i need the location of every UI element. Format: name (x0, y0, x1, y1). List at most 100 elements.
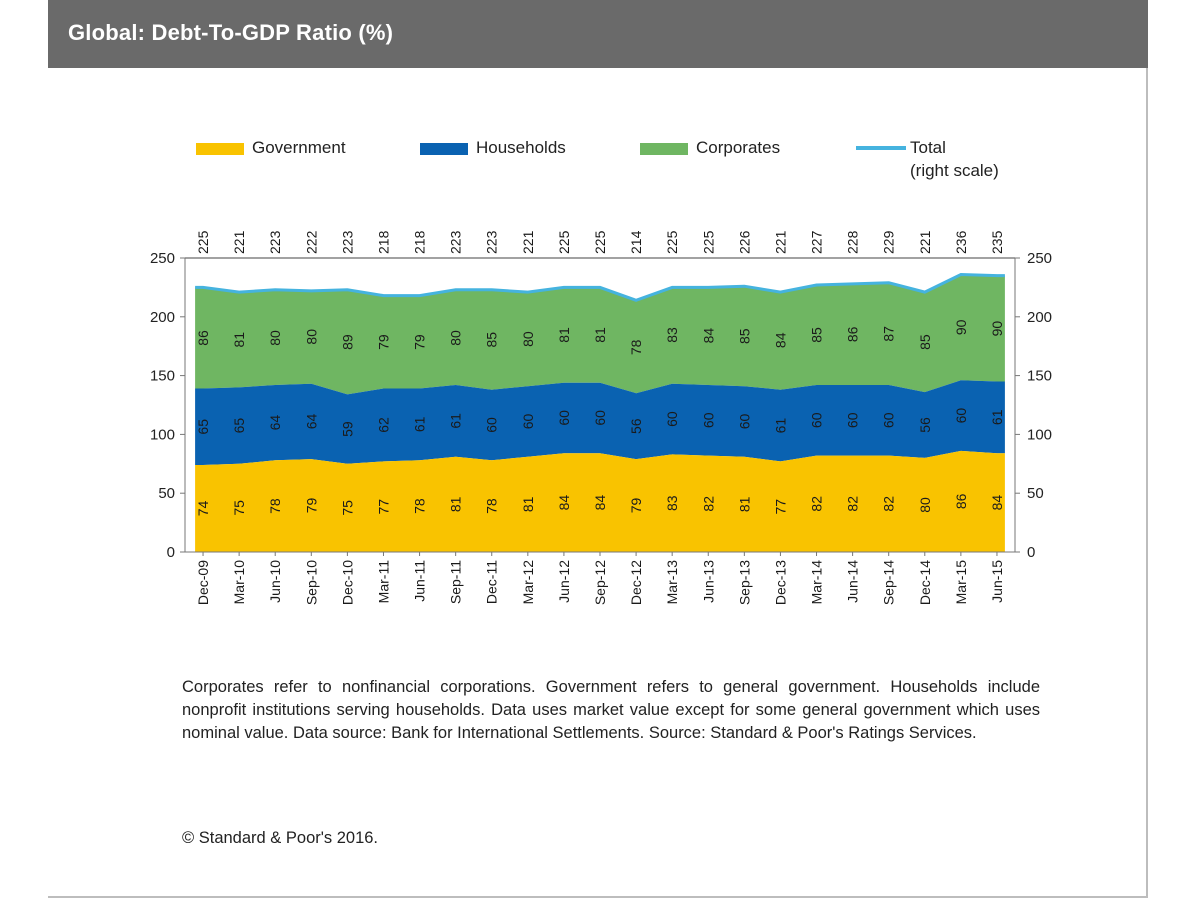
data-label-government: 78 (267, 498, 283, 514)
data-label-government: 82 (845, 496, 861, 512)
data-label-total: 221 (231, 230, 247, 254)
x-tick-label: Mar-10 (231, 560, 247, 605)
data-label-households: 61 (772, 418, 788, 434)
data-label-total: 225 (195, 230, 211, 254)
data-label-government: 78 (412, 498, 428, 514)
data-label-corporates: 80 (303, 329, 319, 345)
data-label-corporates: 80 (520, 331, 536, 347)
x-tick-label: Mar-12 (520, 560, 536, 605)
households-area (195, 380, 1005, 465)
data-label-total: 225 (664, 230, 680, 254)
data-label-households: 60 (845, 412, 861, 428)
data-label-government: 80 (917, 497, 933, 513)
legend-label-total: Total (910, 138, 946, 157)
data-label-government: 82 (809, 496, 825, 512)
legend-swatch-households (420, 143, 468, 155)
data-label-households: 60 (881, 412, 897, 428)
data-label-corporates: 87 (881, 326, 897, 342)
total-line (195, 272, 1005, 302)
data-label-households: 56 (628, 418, 644, 434)
data-label-households: 61 (448, 413, 464, 429)
data-label-corporates: 90 (989, 321, 1005, 337)
data-label-total: 228 (845, 230, 861, 254)
data-label-total: 223 (448, 230, 464, 254)
y-tick-label-right: 200 (1027, 309, 1052, 326)
data-label-government: 82 (881, 496, 897, 512)
y-tick-label-left: 150 (150, 368, 175, 385)
data-label-households: 60 (700, 412, 716, 428)
data-label-households: 64 (303, 414, 319, 430)
data-label-corporates: 81 (231, 332, 247, 348)
data-label-corporates: 85 (809, 327, 825, 343)
data-label-total: 226 (736, 230, 752, 254)
data-label-corporates: 84 (772, 332, 788, 348)
x-tick-label: Mar-15 (953, 560, 969, 605)
data-label-total: 218 (412, 230, 428, 254)
data-label-government: 86 (953, 493, 969, 509)
data-label-households: 56 (917, 417, 933, 433)
data-label-households: 64 (267, 415, 283, 431)
data-label-corporates: 85 (917, 334, 933, 350)
data-label-government: 75 (339, 500, 355, 516)
corporates-area (195, 274, 1005, 395)
x-tick-label: Dec-09 (195, 560, 211, 605)
data-label-government: 79 (628, 498, 644, 514)
y-tick-label-left: 200 (150, 309, 175, 326)
y-tick-label-left: 250 (150, 250, 175, 267)
data-label-households: 60 (592, 410, 608, 426)
data-label-government: 84 (556, 495, 572, 511)
government-area (195, 450, 1005, 552)
data-label-corporates: 85 (484, 332, 500, 348)
data-label-government: 83 (664, 495, 680, 511)
footnote: Corporates refer to nonfinancial corpora… (182, 678, 1040, 742)
data-label-government: 77 (376, 499, 392, 515)
data-label-households: 65 (231, 418, 247, 434)
data-label-total: 236 (953, 230, 969, 254)
data-label-government: 84 (592, 495, 608, 511)
data-label-households: 61 (412, 416, 428, 432)
data-label-total: 229 (881, 230, 897, 254)
data-label-corporates: 78 (628, 339, 644, 355)
x-tick-label: Jun-14 (845, 560, 861, 603)
x-tick-label: Sep-13 (736, 560, 752, 605)
x-tick-label: Dec-10 (339, 560, 355, 605)
y-tick-label-left: 100 (150, 426, 175, 443)
data-label-total: 223 (339, 230, 355, 254)
data-label-total: 235 (989, 230, 1005, 254)
x-tick-label: Mar-11 (376, 560, 392, 604)
legend-swatch-corporates (640, 143, 688, 155)
legend-swatch-total (856, 146, 906, 150)
data-label-government: 75 (231, 500, 247, 516)
data-label-total: 222 (303, 230, 319, 254)
data-label-corporates: 81 (556, 327, 572, 343)
legend-label-corporates: Corporates (696, 138, 781, 157)
data-label-households: 59 (339, 421, 355, 437)
data-label-corporates: 80 (267, 330, 283, 346)
data-label-corporates: 79 (412, 334, 428, 350)
data-label-households: 60 (953, 408, 969, 424)
y-tick-label-right: 250 (1027, 250, 1052, 267)
x-tick-label: Sep-10 (303, 560, 319, 605)
data-label-households: 61 (989, 409, 1005, 425)
data-label-total: 221 (520, 230, 536, 254)
data-label-households: 60 (484, 417, 500, 433)
data-label-corporates: 80 (448, 330, 464, 346)
copyright: © Standard & Poor's 2016. (182, 829, 379, 847)
data-label-government: 79 (303, 498, 319, 514)
x-tick-label: Mar-13 (664, 560, 680, 605)
data-label-total: 227 (809, 230, 825, 254)
data-label-corporates: 86 (195, 330, 211, 346)
data-label-corporates: 84 (700, 328, 716, 344)
x-tick-label: Sep-12 (592, 560, 608, 605)
data-label-government: 82 (700, 496, 716, 512)
y-tick-label-left: 50 (158, 485, 175, 502)
data-label-corporates: 85 (736, 328, 752, 344)
y-tick-label-right: 150 (1027, 368, 1052, 385)
data-label-households: 62 (376, 417, 392, 433)
data-label-government: 74 (195, 501, 211, 517)
data-label-total: 223 (267, 230, 283, 254)
data-label-households: 60 (556, 410, 572, 426)
data-label-total: 225 (556, 230, 572, 254)
x-tick-label: Jun-13 (700, 560, 716, 603)
data-label-households: 60 (736, 414, 752, 430)
